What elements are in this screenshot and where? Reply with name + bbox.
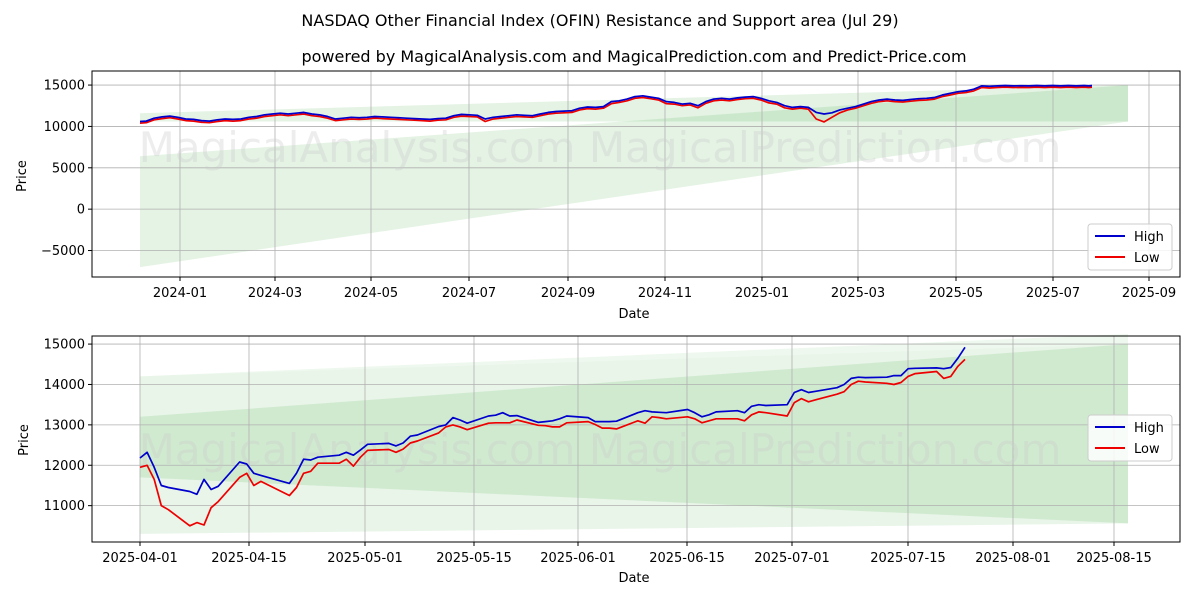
- bot-x-tick-label: 2025-07-01: [754, 551, 830, 566]
- bottom-plot-area: [92, 336, 1180, 542]
- top-y-tick-label: 15000: [44, 79, 85, 94]
- top-y-axis-label: Price: [15, 160, 30, 192]
- top-x-tick-label: 2025-09: [1122, 286, 1176, 301]
- top-x-axis-label: Date: [618, 307, 649, 322]
- top-x-tick-label: 2024-01: [153, 286, 207, 301]
- top-plot-area: [92, 71, 1180, 277]
- bot-x-tick-label: 2025-06-01: [540, 551, 616, 566]
- top-x-tick-label: 2024-03: [248, 286, 302, 301]
- bottom-watermark: MagicalAnalysis.com MagicalPrediction.co…: [139, 425, 1062, 474]
- top-y-tick-label: 10000: [44, 120, 85, 135]
- top-support-band: [140, 85, 1128, 268]
- bottom-x-axis-label: Date: [618, 571, 649, 586]
- top-y-tick-label: 5000: [52, 161, 85, 176]
- bottom-band-inner: [140, 344, 1128, 524]
- bottom-legend-low-label: Low: [1134, 442, 1160, 457]
- bot-x-tick-label: 2025-06-15: [649, 551, 725, 566]
- bot-y-tick-label: 15000: [44, 338, 85, 353]
- top-series-low-line: [139, 86, 1093, 124]
- bottom-y-ticks: 11000 12000 13000 14000 15000: [44, 338, 92, 514]
- top-plot-frame: [91, 70, 1181, 278]
- bottom-grid: [92, 336, 1180, 542]
- top-series: [139, 84, 1093, 124]
- top-y-tick-label: −5000: [41, 244, 85, 259]
- bottom-series: [139, 346, 966, 527]
- chart-title: NASDAQ Other Financial Index (OFIN) Resi…: [301, 11, 898, 30]
- bottom-plot-frame: [91, 335, 1181, 543]
- bot-x-tick-label: 2025-08-01: [975, 551, 1051, 566]
- chart-subtitle: powered by MagicalAnalysis.com and Magic…: [301, 47, 966, 66]
- top-x-tick-label: 2024-09: [541, 286, 595, 301]
- top-chart: MagicalAnalysis.com MagicalPrediction.co…: [15, 70, 1181, 322]
- bot-x-tick-label: 2025-07-15: [870, 551, 946, 566]
- bottom-chart: MagicalAnalysis.com MagicalPrediction.co…: [17, 334, 1181, 586]
- top-y-tick-label: 0: [77, 203, 85, 218]
- bottom-legend-high-label: High: [1134, 421, 1164, 436]
- bot-y-tick-label: 14000: [44, 378, 85, 393]
- bottom-x-ticks: 2025-04-01 2025-04-15 2025-05-01 2025-05-15…: [102, 542, 1152, 566]
- top-x-tick-label: 2024-07: [442, 286, 496, 301]
- bot-x-tick-label: 2025-08-15: [1076, 551, 1152, 566]
- bottom-legend: High Low: [1087, 414, 1173, 462]
- top-band-inner: [140, 85, 1128, 122]
- bot-y-tick-label: 13000: [44, 418, 85, 433]
- top-x-tick-label: 2024-11: [638, 286, 692, 301]
- bot-x-tick-label: 2025-05-15: [436, 551, 512, 566]
- top-band-outer: [140, 85, 1128, 268]
- bot-x-tick-label: 2025-04-15: [211, 551, 287, 566]
- top-x-tick-label: 2025-07: [1026, 286, 1080, 301]
- bottom-y-axis-label: Price: [17, 424, 32, 456]
- bot-series-low-line: [139, 358, 966, 527]
- top-legend: High Low: [1087, 223, 1173, 271]
- bottom-band-upper: [140, 334, 1128, 377]
- top-x-tick-label: 2025-01: [735, 286, 789, 301]
- top-series-high-line: [139, 84, 1093, 123]
- top-x-tick-label: 2025-03: [831, 286, 885, 301]
- bot-x-tick-label: 2025-05-01: [327, 551, 403, 566]
- top-watermark: MagicalAnalysis.com MagicalPrediction.co…: [139, 123, 1062, 172]
- bottom-support-band: [140, 334, 1128, 534]
- top-x-ticks: 2024-01 2024-03 2024-05 2024-07 2024-09 2024-…: [153, 277, 1176, 301]
- top-x-tick-label: 2025-05: [929, 286, 983, 301]
- top-x-tick-label: 2024-05: [344, 286, 398, 301]
- bot-y-tick-label: 11000: [44, 499, 85, 514]
- bot-y-tick-label: 12000: [44, 459, 85, 474]
- top-y-ticks: −5000 0 5000 10000 15000: [41, 79, 92, 259]
- bottom-band-outer: [140, 344, 1128, 534]
- bot-series-high-line: [139, 346, 966, 496]
- bot-x-tick-label: 2025-04-01: [102, 551, 178, 566]
- top-legend-high-label: High: [1134, 230, 1164, 245]
- top-legend-low-label: Low: [1134, 251, 1160, 266]
